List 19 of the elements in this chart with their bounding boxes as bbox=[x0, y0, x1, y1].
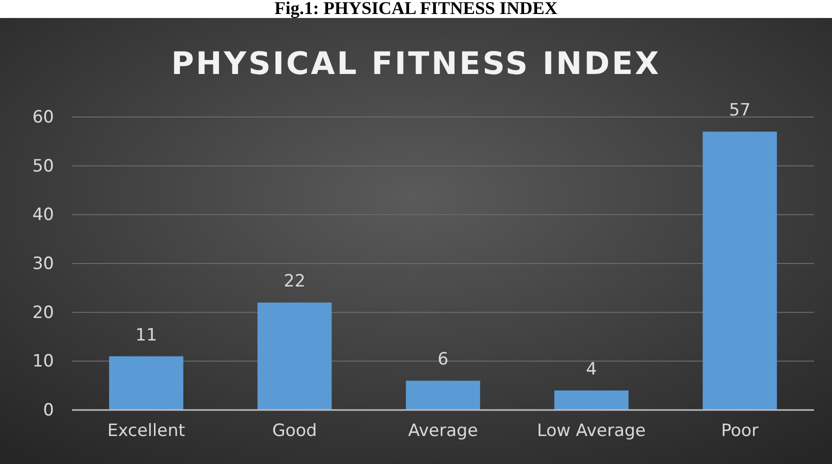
chart-title: PHYSICAL FITNESS INDEX bbox=[171, 46, 661, 82]
y-tick-label: 30 bbox=[32, 254, 54, 274]
x-tick-label: Excellent bbox=[107, 421, 186, 442]
y-tick-label: 60 bbox=[32, 107, 54, 128]
y-tick-label: 20 bbox=[32, 302, 54, 323]
caption: Fig.1: PHYSICAL FITNESS INDEX bbox=[274, 0, 558, 18]
data-label: 4 bbox=[586, 359, 597, 380]
x-tick-label: Good bbox=[272, 421, 317, 442]
x-tick-label: Poor bbox=[721, 421, 759, 442]
y-tick-label: 40 bbox=[32, 205, 54, 226]
data-label: 11 bbox=[135, 325, 158, 346]
x-tick-label: Low Average bbox=[537, 421, 646, 442]
data-label: 22 bbox=[284, 272, 306, 292]
data-label: 6 bbox=[438, 350, 448, 370]
y-tick-label: 0 bbox=[43, 400, 54, 420]
data-label: 57 bbox=[728, 100, 751, 121]
x-tick-label: Average bbox=[408, 421, 478, 442]
y-tick-label: 10 bbox=[32, 352, 54, 372]
y-tick-label: 50 bbox=[32, 156, 54, 176]
